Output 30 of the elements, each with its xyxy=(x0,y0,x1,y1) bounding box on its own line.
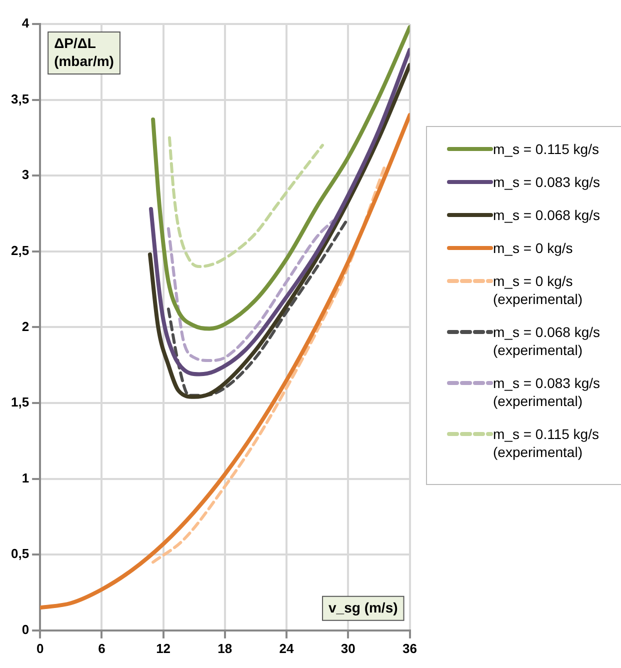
y-tick-label: 0 xyxy=(22,622,30,637)
y-tick-label: 1,5 xyxy=(10,394,30,410)
legend-label: m_s = 0.068 kg/s (experimental) xyxy=(493,323,602,359)
y-tick-label: 4 xyxy=(22,16,30,31)
line-series xyxy=(166,220,334,362)
y-tick-label: 3 xyxy=(22,167,30,182)
legend-label: m_s = 0.068 kg/s xyxy=(493,206,602,224)
y-tick-label: 1 xyxy=(22,470,30,486)
line-series xyxy=(168,136,324,268)
x-tick-label: 24 xyxy=(279,640,295,656)
line-series xyxy=(151,25,410,331)
legend-label: m_s = 0 kg/s xyxy=(493,239,574,257)
y-tick-label: 3,5 xyxy=(10,91,30,106)
x-tick-label: 0 xyxy=(36,640,44,656)
y-axis-title: ΔP/ΔL (mbar/m) xyxy=(54,34,114,69)
x-tick-label: 30 xyxy=(340,640,356,656)
x-tick-label: 6 xyxy=(98,640,106,656)
x-axis-title: v_sg (m/s) xyxy=(328,599,398,616)
x-tick-label: 12 xyxy=(156,640,171,656)
legend-label: m_s = 0.083 kg/s xyxy=(493,173,602,191)
x-tick-label: 18 xyxy=(218,640,232,656)
legend-label: m_s = 0 kg/s (experimental) xyxy=(493,272,584,308)
legend-label: m_s = 0.115 kg/s xyxy=(493,140,600,158)
line-series xyxy=(152,166,386,564)
x-tick-label: 36 xyxy=(402,640,418,656)
y-tick-label: 2 xyxy=(22,318,30,334)
legend-label: m_s = 0.083 kg/s (experimental) xyxy=(493,374,602,410)
y-tick-label: 0,5 xyxy=(10,546,30,562)
y-tick-label: 2,5 xyxy=(10,242,30,258)
legend-label: m_s = 0.115 kg/s (experimental) xyxy=(493,425,600,461)
